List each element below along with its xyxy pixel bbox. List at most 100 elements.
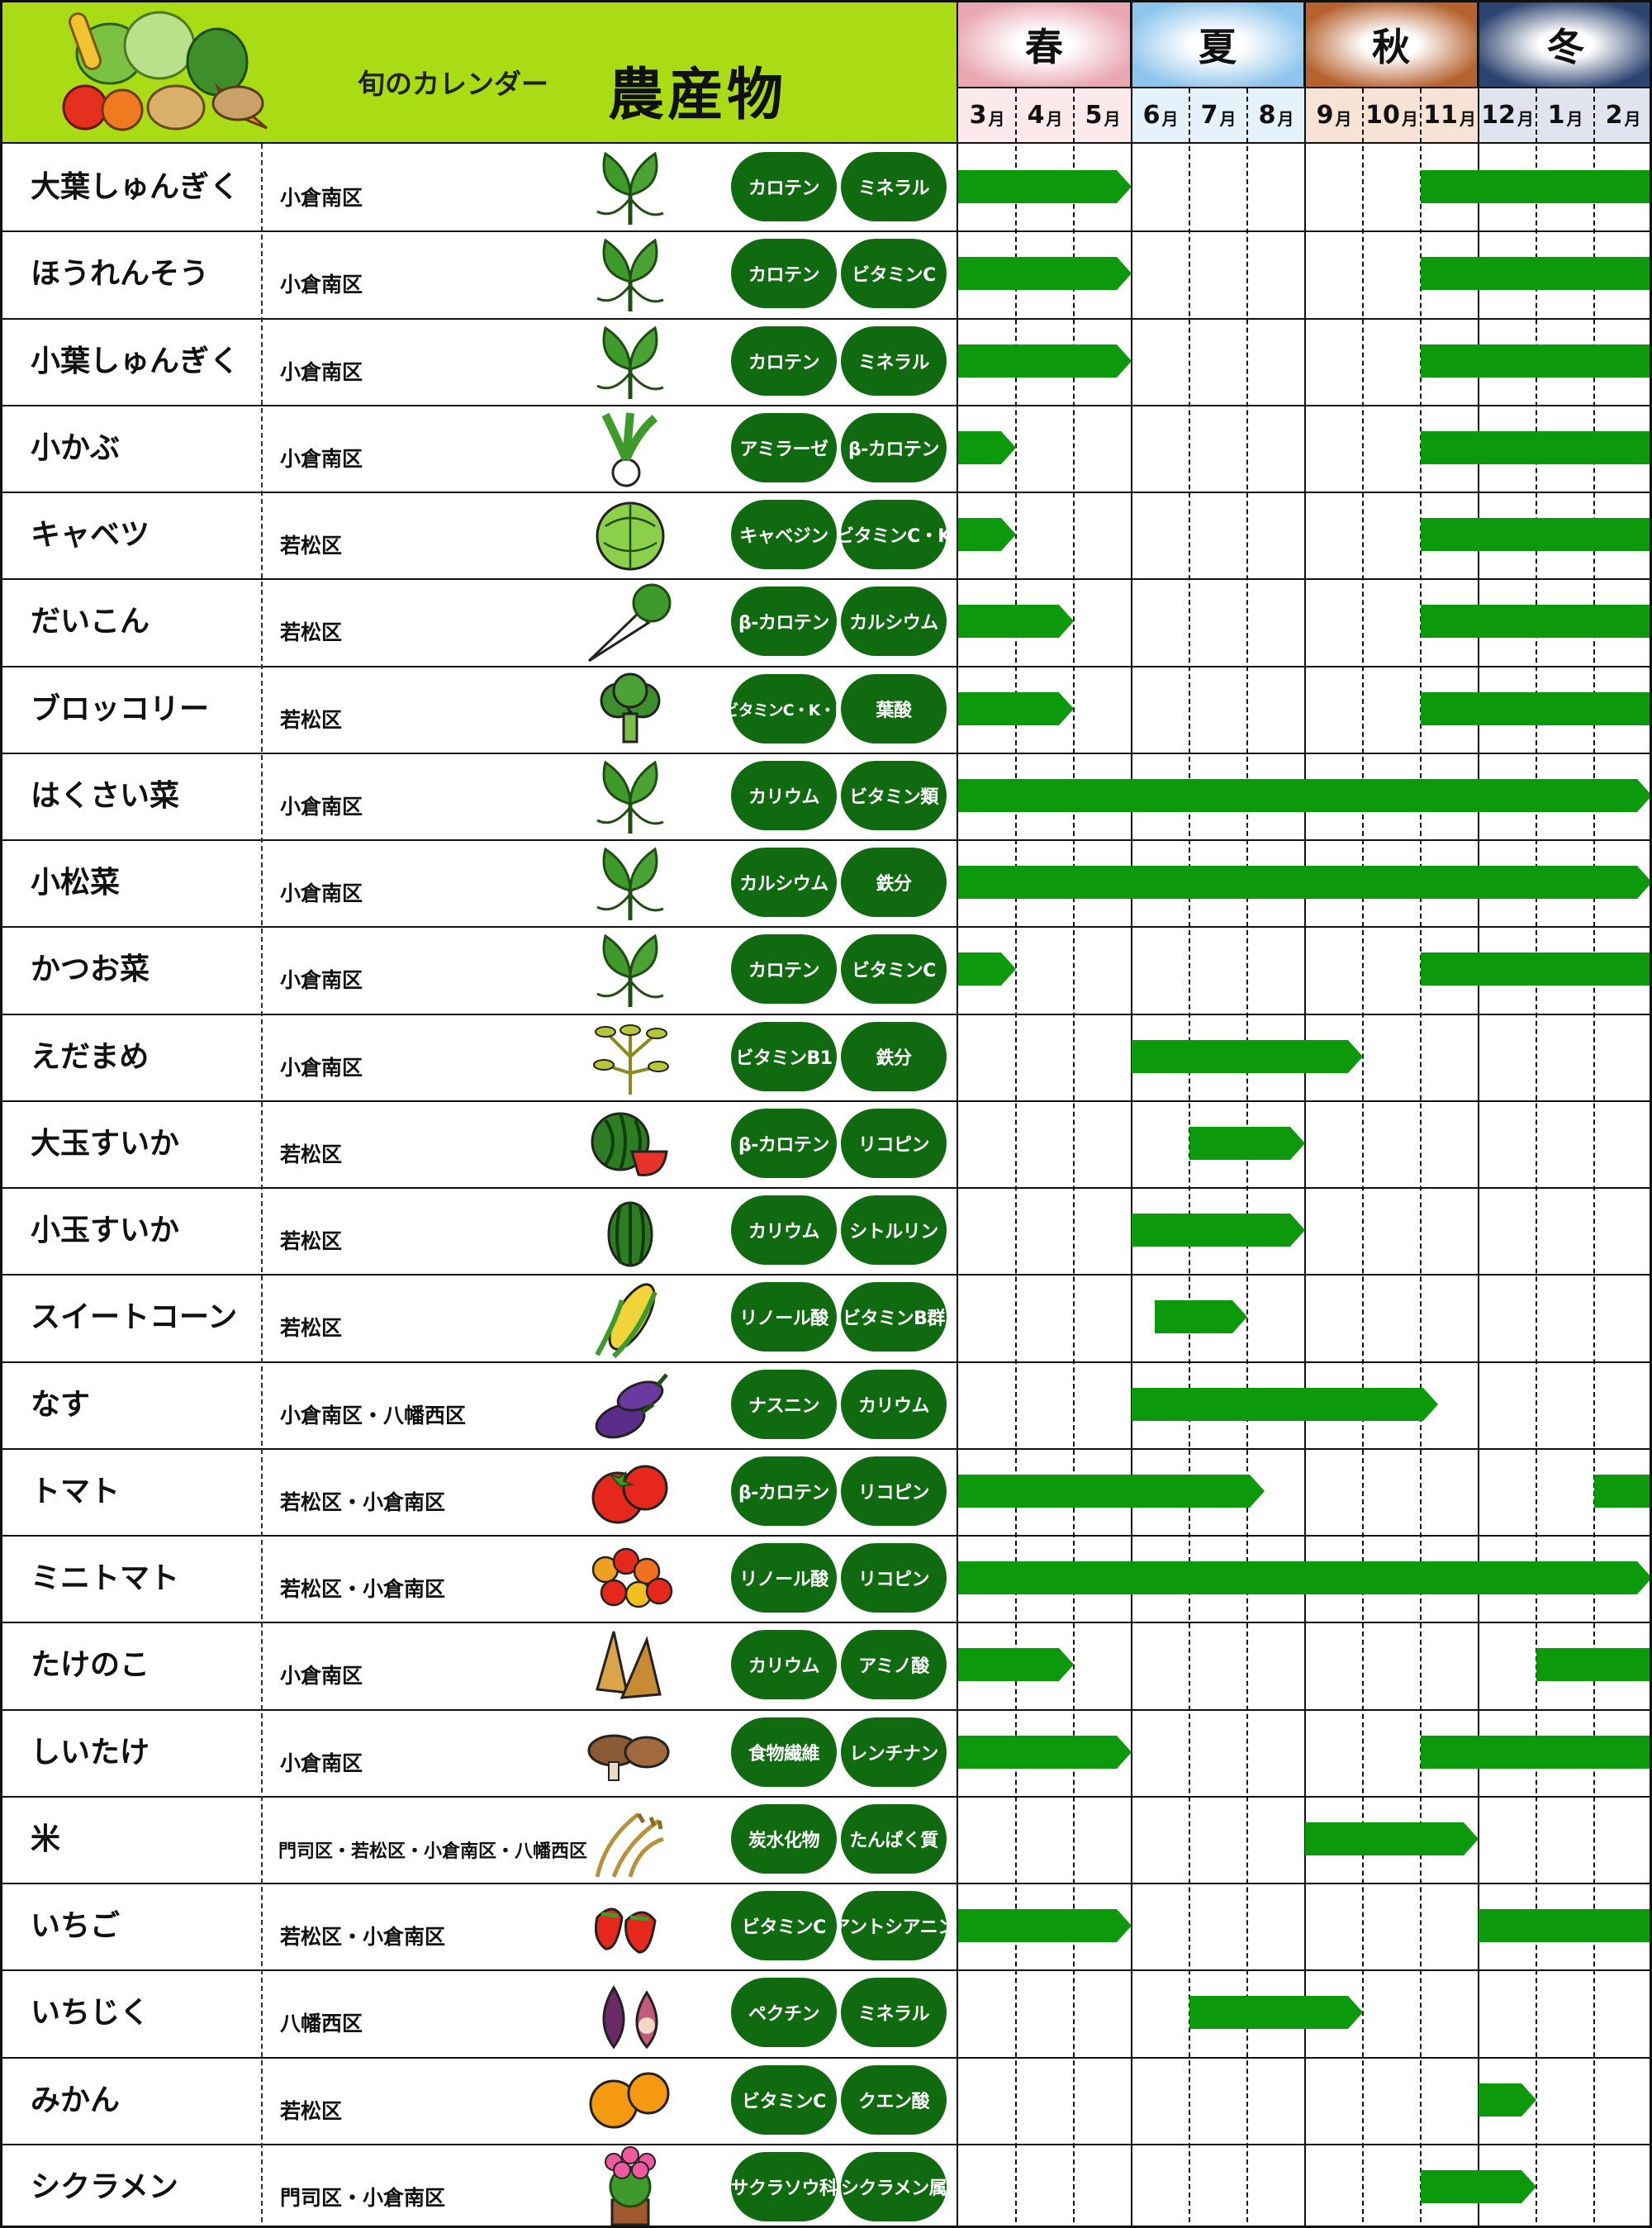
nutrient-badge: ビタミンC xyxy=(731,2065,837,2135)
month-number: 10 xyxy=(1365,101,1400,130)
season-autumn: 秋 xyxy=(1305,2,1479,88)
season-divider xyxy=(1304,2,1306,2226)
row-divider xyxy=(2,492,1650,493)
production-area: 門司区・若松区・小倉南区・八幡西区 xyxy=(278,1841,588,1862)
table-row: 大玉すいか 若松区 β-カロテン リコピン xyxy=(2,1100,1650,1187)
season-bar xyxy=(958,1648,1074,1681)
produce-name: いちじく xyxy=(31,1996,150,2030)
produce-name: なす xyxy=(31,1388,91,1422)
month-number: 3 xyxy=(969,101,987,130)
season-bar xyxy=(958,692,1074,725)
table-row: スイートコーン 若松区 リノール酸 ビタミンB群 xyxy=(2,1274,1650,1361)
month-unit: 月 xyxy=(1459,109,1476,129)
season-bar xyxy=(958,518,1016,551)
table-row: 米門司区・若松区・小倉南区・八幡西区 炭水化物 たんぱく質 xyxy=(2,1796,1650,1883)
month-number: 11 xyxy=(1423,101,1458,130)
row-divider xyxy=(2,753,1650,754)
leafy-greens-icon xyxy=(581,754,680,837)
table-row: トマト 若松区・小倉南区 β-カロテン リコピン xyxy=(2,1448,1650,1535)
nutrient-badge: ビタミンB1 xyxy=(731,1022,837,1091)
nutrient-badge: β-カロテン xyxy=(731,1456,837,1526)
nutrient-badge: カロテン xyxy=(731,326,837,396)
cabbage-icon xyxy=(581,493,680,576)
season-bar xyxy=(958,1909,1132,1942)
nutrient-badge: サクラソウ科 xyxy=(731,2152,837,2221)
production-area: 若松区 xyxy=(280,1229,343,1253)
corn-icon xyxy=(581,1276,680,1359)
produce-name: 小松菜 xyxy=(31,866,121,900)
row-divider xyxy=(2,1796,1650,1798)
mikan-icon xyxy=(581,2059,680,2141)
season-bar xyxy=(958,952,1016,986)
production-area: 門司区・小倉南区 xyxy=(280,2186,446,2210)
watermelon-icon xyxy=(581,1102,680,1185)
table-row: 小松菜 小倉南区 カルシウム 鉄分 xyxy=(2,839,1650,926)
leafy-greens-icon xyxy=(581,320,680,402)
eggplant-icon xyxy=(581,1363,680,1446)
produce-name: いちご xyxy=(31,1909,121,1943)
nutrient-badge: カリウム xyxy=(841,1370,947,1439)
season-bar xyxy=(1305,1822,1479,1855)
season-bar xyxy=(1132,1214,1305,1247)
table-row: なす 小倉南区・八幡西区 ナスニン カリウム xyxy=(2,1361,1650,1448)
produce-name: 小玉すいか xyxy=(31,1214,180,1247)
season-bar xyxy=(1594,1475,1650,1508)
month-divider xyxy=(1536,88,1537,2226)
season-bar xyxy=(1132,1388,1438,1421)
header-banner: 旬のカレンダー 農産物 xyxy=(2,2,958,144)
nutrient-badge: クエン酸 xyxy=(841,2065,947,2135)
table-row: みかん 若松区 ビタミンC クエン酸 xyxy=(2,2057,1650,2144)
season-spring: 春 xyxy=(958,2,1132,88)
produce-name: スイートコーン xyxy=(31,1300,238,1334)
row-divider xyxy=(2,1622,1650,1623)
table-row: いちご 若松区・小倉南区 ビタミンCアントシアニン xyxy=(2,1883,1650,1969)
cyclamen-icon xyxy=(581,2145,680,2226)
production-area: 若松区 xyxy=(280,1316,343,1340)
komatsuna-icon xyxy=(581,841,680,924)
nutrient-badge: β-カロテン xyxy=(731,1109,837,1178)
produce-name: ブロッコリー xyxy=(31,692,210,726)
nutrient-badge: たんぱく質 xyxy=(841,1804,947,1874)
month-number: 6 xyxy=(1142,101,1161,130)
table-row: 小かぶ 小倉南区 アミラーゼ β-カロテン xyxy=(2,405,1650,492)
row-divider xyxy=(2,926,1650,928)
nutrient-badge: 葉酸 xyxy=(841,674,947,743)
nutrient-badge: ビタミンC xyxy=(841,239,947,308)
production-area: 若松区 xyxy=(280,2099,343,2123)
row-divider xyxy=(2,2057,1650,2059)
vegetables-illustration-icon xyxy=(62,11,268,131)
season-bar xyxy=(1189,1127,1305,1160)
month-number: 4 xyxy=(1027,101,1045,130)
row-divider xyxy=(2,318,1650,320)
season-bar xyxy=(1421,1736,1650,1769)
nutrient-badge: ビタミンC xyxy=(731,1891,837,1960)
nutrient-badge: ビタミンB群 xyxy=(841,1282,947,1352)
month-divider xyxy=(1420,88,1422,2226)
season-bar xyxy=(1155,1300,1247,1333)
spinach-icon xyxy=(581,232,680,315)
table-row: だいこん 若松区 β-カロテン カルシウム xyxy=(2,578,1650,665)
nutrient-badge: ビタミンC xyxy=(841,934,947,1004)
table-row: ブロッコリー 若松区 ビタミンC・K・E葉酸 xyxy=(2,666,1650,753)
month-number: 12 xyxy=(1481,101,1516,130)
month-unit: 月 xyxy=(1046,109,1063,129)
month-number: 9 xyxy=(1316,101,1334,130)
row-divider xyxy=(2,1535,1650,1537)
column-divider xyxy=(261,144,263,2226)
season-bar xyxy=(1421,431,1650,464)
nutrient-badge: ミネラル xyxy=(841,326,947,396)
season-summer: 夏 xyxy=(1132,2,1305,88)
nutrient-badge: カルシウム xyxy=(731,848,837,917)
nutrient-badge: アントシアニン xyxy=(841,1891,947,1960)
season-bar xyxy=(1421,518,1650,551)
nutrient-badge: リノール酸 xyxy=(731,1543,837,1613)
cherry-tomato-icon xyxy=(581,1537,680,1619)
production-area: 小倉南区 xyxy=(280,447,363,471)
production-area: 八幡西区 xyxy=(280,2012,363,2036)
season-bar xyxy=(1421,952,1650,986)
production-area: 小倉南区・八幡西区 xyxy=(280,1404,467,1428)
